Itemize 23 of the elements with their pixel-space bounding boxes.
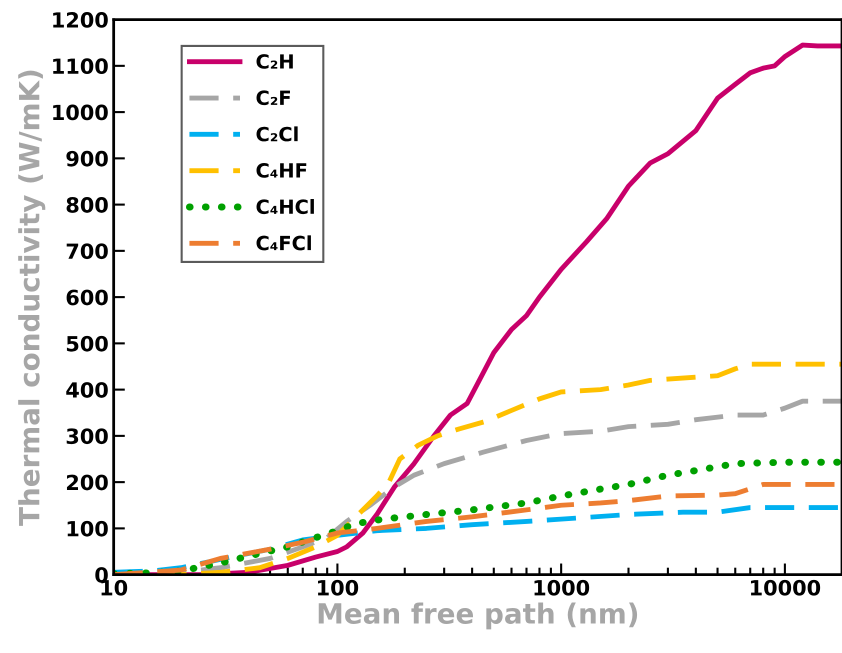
y-tick-label: 500 [66, 336, 108, 352]
legend-label: C₂H [256, 54, 293, 69]
y-tick-label: 900 [66, 150, 108, 167]
legend-label: C₂F [256, 90, 290, 106]
y-axis-title: Thermal conductivity (W/mK) [18, 70, 46, 526]
y-tick-label: 100 [68, 520, 108, 537]
y-tick-label: 200 [66, 474, 108, 490]
y-tick-label: 1000 [53, 104, 108, 120]
y-tick-label: 1200 [53, 12, 108, 28]
legend-label: C₄HCl [256, 199, 314, 214]
legend-label: C₄HF [256, 163, 306, 178]
x-axis-title: Mean free path (nm) [318, 602, 638, 630]
legend-label: C₂Cl [256, 126, 298, 142]
y-tick-label: 800 [66, 197, 108, 213]
y-tick-label: 300 [66, 428, 108, 444]
x-tick-label: 10000 [750, 580, 820, 596]
y-tick-label: 1100 [53, 58, 108, 74]
y-tick-label: 400 [66, 382, 108, 398]
y-tick-label: 700 [66, 243, 108, 260]
legend-label: C₄FCl [256, 235, 311, 250]
y-tick-label: 600 [66, 290, 108, 306]
x-tick-label: 100 [318, 580, 358, 596]
x-tick-label: 1000 [534, 580, 590, 596]
